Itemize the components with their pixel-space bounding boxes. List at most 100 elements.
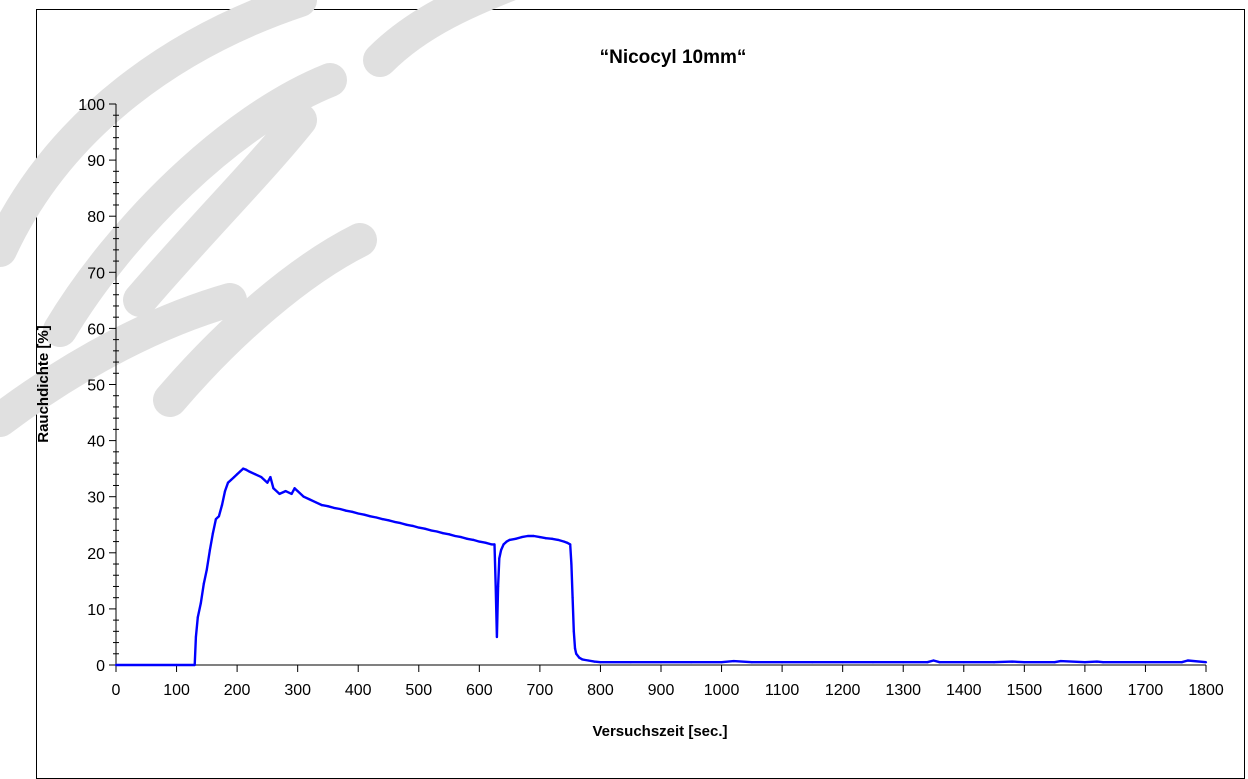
- data-point: [429, 529, 432, 532]
- data-point: [236, 473, 239, 476]
- x-tick-label: 700: [527, 682, 554, 699]
- data-point: [232, 475, 236, 479]
- data-point: [538, 535, 541, 539]
- data-point: [214, 518, 218, 521]
- data-point: [345, 509, 348, 512]
- x-tick-label: 1500: [1007, 682, 1043, 699]
- x-tick-label: 1800: [1188, 682, 1224, 699]
- x-tick-label: 800: [587, 682, 614, 699]
- data-point: [563, 540, 566, 543]
- data-point: [495, 635, 498, 639]
- series-line: [116, 467, 1207, 667]
- data-point: [1095, 660, 1099, 663]
- data-point: [962, 661, 965, 664]
- y-axis: 0 10 20 30 40 50 60 70 80 90 100: [78, 97, 119, 675]
- data-point: [338, 507, 342, 511]
- data-point: [573, 647, 577, 650]
- data-point: [320, 504, 323, 507]
- y-tick-label: 100: [78, 97, 105, 114]
- data-point: [811, 661, 814, 664]
- x-tick-label: 1200: [825, 682, 861, 699]
- data-point: [272, 487, 275, 490]
- data-point: [205, 568, 208, 571]
- y-tick-label: 80: [87, 209, 105, 226]
- data-point: [314, 501, 317, 504]
- data-point: [193, 663, 196, 667]
- x-axis: 0 100 200 300 400 500 600 700 800 900 1000 1100 1200…: [112, 665, 1224, 699]
- data-point: [508, 538, 511, 541]
- data-point: [1011, 660, 1014, 663]
- chart-title: “Nicocyl 10mm“: [600, 47, 747, 68]
- data-point: [399, 521, 402, 525]
- data-point: [1180, 661, 1183, 664]
- data-point: [575, 652, 578, 655]
- data-point: [114, 663, 118, 667]
- data-point: [1101, 661, 1105, 664]
- data-point: [514, 537, 517, 540]
- x-axis-label: Versuchszeit [sec.]: [592, 723, 727, 740]
- watermark-stroke: [153, 223, 377, 417]
- data-point: [308, 498, 311, 501]
- data-point: [505, 540, 508, 543]
- data-point: [369, 515, 372, 518]
- data-point: [211, 532, 214, 535]
- data-point: [494, 585, 497, 588]
- data-point: [484, 541, 487, 544]
- data-point: [932, 659, 935, 662]
- watermark-stroke: [43, 63, 347, 347]
- data-point: [750, 661, 753, 664]
- data-point: [570, 562, 573, 566]
- data-point: [326, 505, 330, 508]
- data-point: [381, 518, 384, 521]
- data-point: [223, 489, 227, 493]
- data-point: [493, 543, 496, 546]
- data-point: [520, 535, 523, 539]
- data-point: [229, 478, 233, 481]
- x-tick-label: 1700: [1128, 682, 1164, 699]
- data-point: [569, 543, 572, 546]
- watermark-stroke: [123, 103, 317, 317]
- data-point: [581, 658, 584, 661]
- data-point: [278, 492, 281, 495]
- data-point: [266, 481, 269, 484]
- data-point: [629, 661, 632, 664]
- data-point: [472, 538, 475, 541]
- data-point: [332, 506, 336, 510]
- data-point: [732, 659, 735, 663]
- data-point: [217, 515, 221, 518]
- data-point: [1059, 659, 1062, 663]
- data-point: [550, 537, 554, 540]
- data-point: [593, 660, 596, 663]
- x-tick-label: 0: [112, 682, 121, 699]
- x-tick-label: 1400: [946, 682, 982, 699]
- y-tick-label: 50: [87, 378, 105, 395]
- data-point: [584, 658, 587, 662]
- data-point: [254, 473, 257, 476]
- data-point: [1144, 661, 1147, 664]
- y-tick-label: 10: [87, 602, 105, 619]
- data-point: [659, 661, 663, 664]
- data-point: [260, 475, 263, 479]
- data-point: [196, 616, 199, 619]
- x-tick-label: 100: [163, 682, 190, 699]
- data-point: [566, 541, 569, 544]
- data-point: [690, 661, 693, 664]
- data-point: [242, 467, 245, 470]
- data-point: [478, 540, 481, 543]
- data-point: [208, 548, 211, 552]
- data-point: [502, 543, 505, 546]
- data-point: [363, 513, 366, 516]
- data-point: [1204, 661, 1208, 664]
- y-tick-label: 90: [87, 153, 105, 170]
- y-tick-label: 0: [96, 658, 105, 675]
- data-point: [544, 537, 548, 540]
- watermark: [0, 0, 516, 437]
- data-point: [902, 661, 905, 664]
- data-point: [296, 489, 299, 493]
- data-point: [245, 468, 248, 471]
- y-tick-label: 20: [87, 546, 105, 563]
- data-point: [938, 661, 941, 664]
- data-point: [841, 661, 844, 664]
- data-point: [1053, 661, 1056, 664]
